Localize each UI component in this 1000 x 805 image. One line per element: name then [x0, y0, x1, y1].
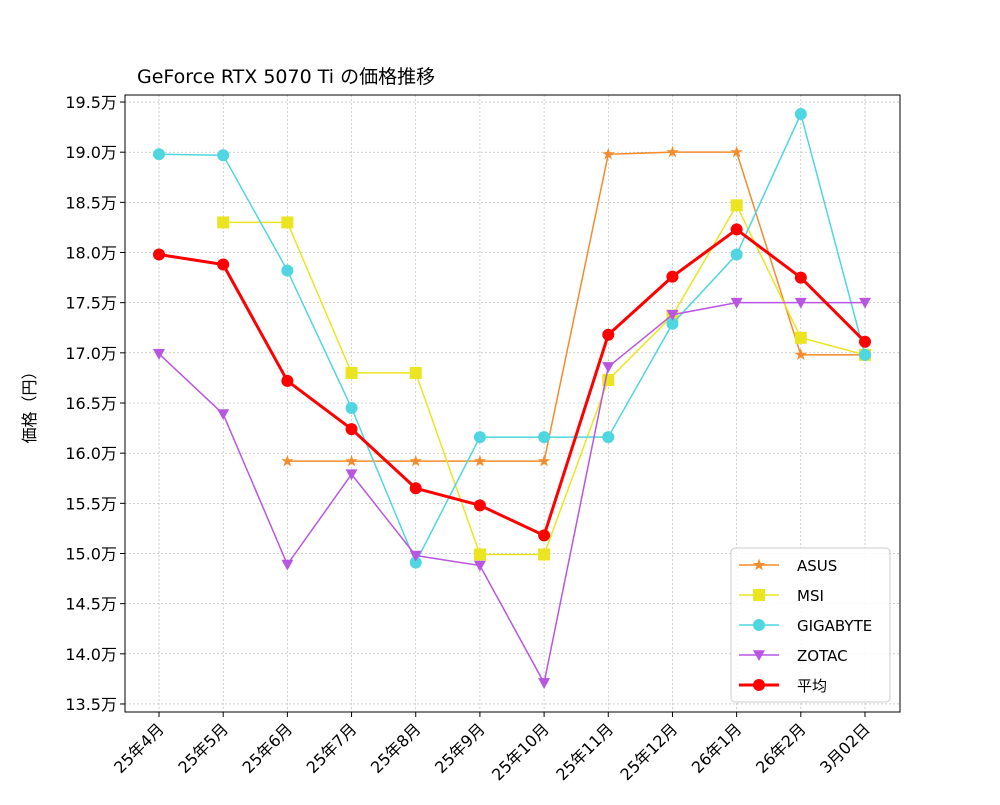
- data-point-MSI: [217, 216, 230, 229]
- data-point-平均: [473, 499, 486, 512]
- x-tick-label: 26年2月: [752, 719, 810, 777]
- data-point-ASUS: [281, 454, 294, 467]
- x-tick-label: 26年1月: [688, 719, 746, 777]
- data-point-ASUS: [345, 454, 358, 467]
- data-point-ASUS: [730, 145, 743, 158]
- data-point-ZOTAC: [153, 349, 165, 360]
- data-point-GIGABYTE: [281, 264, 294, 277]
- data-point-MSI: [281, 216, 294, 229]
- y-tick-label: 13.5万: [65, 695, 117, 714]
- data-point-ZOTAC: [345, 469, 358, 481]
- y-tick-label: 15.5万: [65, 494, 117, 513]
- legend-label: GIGABYTE: [797, 617, 872, 635]
- series-line-ZOTAC: [158, 301, 865, 686]
- y-tick-label: 19.5万: [65, 93, 117, 112]
- x-tick-label: 25年8月: [367, 719, 425, 777]
- legend-marker: [753, 679, 765, 691]
- data-point-GIGABYTE: [794, 108, 807, 121]
- x-tick-label: 25年4月: [110, 719, 168, 777]
- data-point-GIGABYTE: [345, 402, 358, 415]
- data-point-GIGABYTE: [473, 431, 486, 444]
- data-point-ZOTAC: [473, 560, 486, 572]
- legend-label: 平均: [797, 677, 827, 695]
- data-point-ASUS: [409, 454, 422, 467]
- x-tick-label: 25年10月: [488, 719, 553, 784]
- data-point-ZOTAC: [409, 550, 422, 562]
- data-point-MSI: [538, 548, 551, 561]
- data-point-平均: [859, 335, 871, 348]
- data-point-ASUS: [794, 348, 807, 361]
- data-point-ZOTAC: [666, 309, 679, 321]
- legend-marker: [753, 619, 765, 631]
- data-point-ASUS: [666, 145, 679, 158]
- data-point-ASUS: [602, 147, 615, 160]
- y-tick-label: 19.0万: [65, 143, 117, 162]
- x-tick-label: 3月02日: [816, 719, 874, 777]
- chart-title: GeForce RTX 5070 Ti の価格推移: [137, 66, 435, 88]
- data-point-ZOTAC: [859, 297, 871, 309]
- data-point-平均: [538, 529, 551, 542]
- data-point-GIGABYTE: [666, 317, 679, 330]
- data-point-ZOTAC: [217, 409, 230, 421]
- data-point-ZOTAC: [538, 678, 551, 689]
- y-tick-label: 18.5万: [65, 193, 117, 212]
- data-point-ASUS: [473, 454, 487, 467]
- y-tick-label: 17.0万: [65, 344, 117, 363]
- series-line-GIGABYTE: [158, 111, 866, 565]
- data-point-GIGABYTE: [217, 149, 230, 162]
- data-point-ZOTAC: [602, 362, 615, 373]
- x-tick-label: 25年9月: [431, 719, 489, 777]
- series-line-平均: [158, 227, 867, 538]
- data-point-平均: [217, 258, 230, 271]
- data-point-MSI: [730, 199, 743, 212]
- x-tick-label: 25年7月: [303, 719, 361, 777]
- data-point-平均: [666, 270, 679, 283]
- data-point-平均: [153, 248, 165, 261]
- data-point-平均: [794, 271, 807, 284]
- x-tick-label: 25年11月: [552, 719, 617, 784]
- data-point-ZOTAC: [730, 297, 743, 309]
- y-tick-label: 14.5万: [65, 595, 117, 614]
- data-point-平均: [281, 374, 294, 387]
- y-tick-label: 16.0万: [65, 444, 117, 463]
- data-point-GIGABYTE: [602, 431, 615, 444]
- data-point-MSI: [409, 366, 422, 379]
- plot-frame: [124, 94, 901, 713]
- legend-label: ZOTAC: [797, 647, 848, 665]
- legend-label: ASUS: [797, 557, 837, 575]
- data-point-GIGABYTE: [153, 148, 165, 161]
- x-tick-label: 25年5月: [174, 719, 232, 777]
- x-tick-label: 25年12月: [616, 719, 681, 784]
- data-point-GIGABYTE: [538, 431, 551, 444]
- data-point-平均: [409, 482, 422, 495]
- series-line-ASUS: [287, 151, 865, 462]
- data-point-ASUS: [537, 454, 551, 467]
- data-point-GIGABYTE: [730, 248, 743, 261]
- data-point-平均: [345, 423, 358, 436]
- data-point-GIGABYTE: [409, 556, 422, 569]
- y-axis-label: 価格（円）: [20, 363, 39, 443]
- legend-marker: [753, 650, 765, 661]
- legend-marker: [752, 558, 766, 571]
- y-tick-label: 17.5万: [65, 294, 117, 313]
- data-point-GIGABYTE: [859, 348, 871, 361]
- y-tick-label: 14.0万: [65, 645, 117, 664]
- legend-label: MSI: [797, 587, 824, 605]
- data-point-平均: [602, 328, 615, 341]
- y-tick-label: 16.5万: [65, 394, 117, 413]
- y-tick-label: 18.0万: [65, 244, 117, 263]
- data-point-MSI: [345, 366, 358, 379]
- data-point-ZOTAC: [281, 559, 294, 571]
- data-point-平均: [730, 223, 743, 236]
- data-point-ZOTAC: [794, 297, 807, 309]
- y-tick-label: 15.0万: [65, 544, 117, 563]
- legend-box: [730, 547, 891, 703]
- legend-marker: [753, 589, 765, 601]
- data-point-MSI: [473, 548, 486, 561]
- data-point-MSI: [794, 331, 807, 344]
- x-tick-label: 25年6月: [239, 719, 297, 777]
